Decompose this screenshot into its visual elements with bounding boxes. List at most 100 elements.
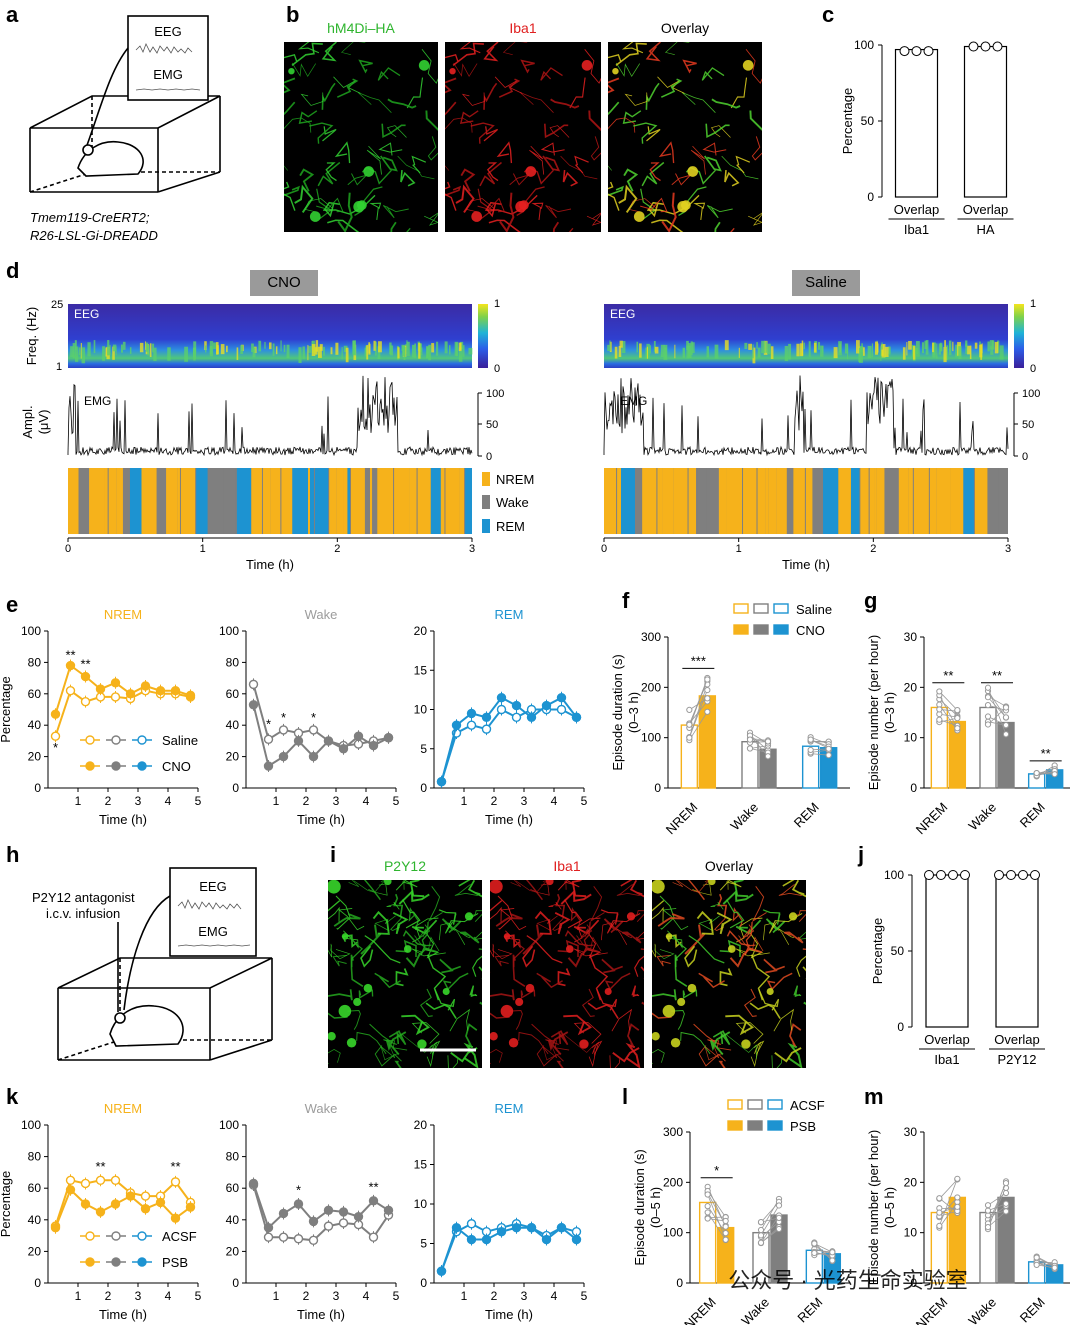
paired-point [1033, 1261, 1040, 1268]
spectrogram-band [319, 344, 323, 351]
cell-process [574, 155, 589, 174]
hypnogram-epoch [89, 468, 105, 534]
y-axis-tick-label: 30 [904, 1125, 918, 1139]
y-axis-tick-label: 30 [904, 630, 918, 644]
panel-label-g: g [864, 588, 877, 613]
paired-point [1002, 704, 1010, 711]
micrograph-b-iba1 [445, 42, 601, 232]
legend-marker [85, 1231, 95, 1241]
x-axis-tick-label: 4 [363, 1289, 370, 1303]
panel-label-h: h [6, 842, 19, 867]
cell-process [680, 1031, 711, 1055]
spectrogram-band [105, 347, 108, 357]
y-axis-tick-label: 0 [897, 1020, 904, 1034]
hypnogram-epoch [757, 468, 766, 534]
y-axis-tick-label: 40 [28, 1213, 42, 1227]
spectrogram-band [838, 341, 842, 356]
spectrogram-band [990, 346, 994, 355]
paired-line [707, 1186, 727, 1227]
spectrogram-band [618, 346, 622, 357]
bar-control [698, 1201, 717, 1284]
cell-process [356, 1031, 387, 1055]
cell-process [702, 142, 727, 156]
hypnogram-epoch [196, 468, 208, 534]
data-point [1030, 870, 1040, 880]
schematic-h-eeg-label: EEG [199, 879, 226, 894]
cell-process [522, 945, 536, 968]
paired-line [810, 739, 829, 748]
cell-process [350, 954, 364, 987]
cell-process [378, 142, 403, 156]
schematic-h-emg-label: EMG [198, 924, 228, 939]
cell-process [555, 893, 566, 917]
cell-process [652, 943, 657, 958]
paired-line [987, 696, 1007, 718]
spectrogram-band [881, 342, 883, 350]
spectrogram-band [636, 341, 639, 353]
cell-process [588, 110, 601, 132]
x-axis-tick-label: 3 [333, 1289, 340, 1303]
data-point [899, 46, 910, 57]
cell-process [623, 168, 639, 192]
y-axis-tick-label: 10 [904, 731, 918, 745]
colorbar-tick: 0 [494, 363, 500, 375]
significance-stars: * [266, 716, 271, 731]
data-point [436, 777, 447, 787]
cell-process [749, 110, 762, 131]
cell-process [793, 985, 802, 998]
cell-process [445, 185, 462, 196]
legend-swatch [747, 1120, 763, 1131]
x-axis-label: Time (h) [485, 1307, 533, 1322]
y-axis-tick-label: 0 [867, 190, 874, 204]
category-label: REM [1017, 1295, 1048, 1325]
spectrogram-band [402, 346, 405, 357]
series-line [54, 663, 191, 715]
paired-point [704, 1215, 711, 1222]
significance-stars: ** [943, 668, 953, 683]
cell-process [603, 918, 624, 934]
data-point [263, 734, 274, 745]
spectrogram-band [81, 347, 86, 364]
cell-process [608, 77, 620, 94]
cell-process [564, 899, 583, 929]
cell-process [564, 929, 589, 956]
cell-process [692, 883, 712, 896]
category-label: REM [794, 1295, 825, 1325]
chart-e-wake-timecourse: Wake 0 20 40 60 80 100 1 2 3 4 5 Time (h) * * * [219, 607, 400, 827]
data-point [923, 46, 934, 57]
cell-process [725, 1033, 757, 1059]
data-point [65, 1185, 76, 1195]
spectrogram-band [366, 345, 369, 360]
hypnogram-epoch [445, 468, 460, 534]
cell-process [628, 198, 657, 213]
cell-process [445, 54, 459, 62]
cell-process [657, 913, 685, 927]
data-point [511, 1222, 522, 1233]
colorbar-tick: 1 [1030, 298, 1036, 310]
cell-process [425, 1002, 457, 1019]
hypnogram-epoch [860, 468, 869, 534]
cell-process [316, 197, 344, 213]
spectrogram-band [748, 343, 752, 350]
cell-process [557, 939, 579, 957]
saline-condition-label: Saline [792, 270, 860, 296]
significance-stars: * [53, 740, 58, 755]
cell-process [750, 1041, 762, 1068]
cell-body [525, 983, 535, 993]
time-axis-tick-label: 0 [601, 543, 607, 555]
x-axis-tick-label: 3 [333, 794, 340, 808]
cell-process [458, 880, 471, 887]
data-point [511, 712, 522, 723]
legend-marker [137, 761, 147, 771]
spectrogram [604, 304, 1008, 368]
spectrogram-band [236, 347, 239, 360]
cell-body [353, 997, 362, 1007]
panel-label-b: b [286, 2, 299, 27]
cell-process [557, 880, 580, 891]
cell-process [442, 972, 469, 991]
x-axis-tick-label: 3 [135, 794, 142, 808]
paired-point [807, 746, 814, 754]
legend-label: CNO [796, 623, 825, 638]
hypnogram-epoch [697, 468, 707, 534]
cell-process [745, 49, 762, 84]
